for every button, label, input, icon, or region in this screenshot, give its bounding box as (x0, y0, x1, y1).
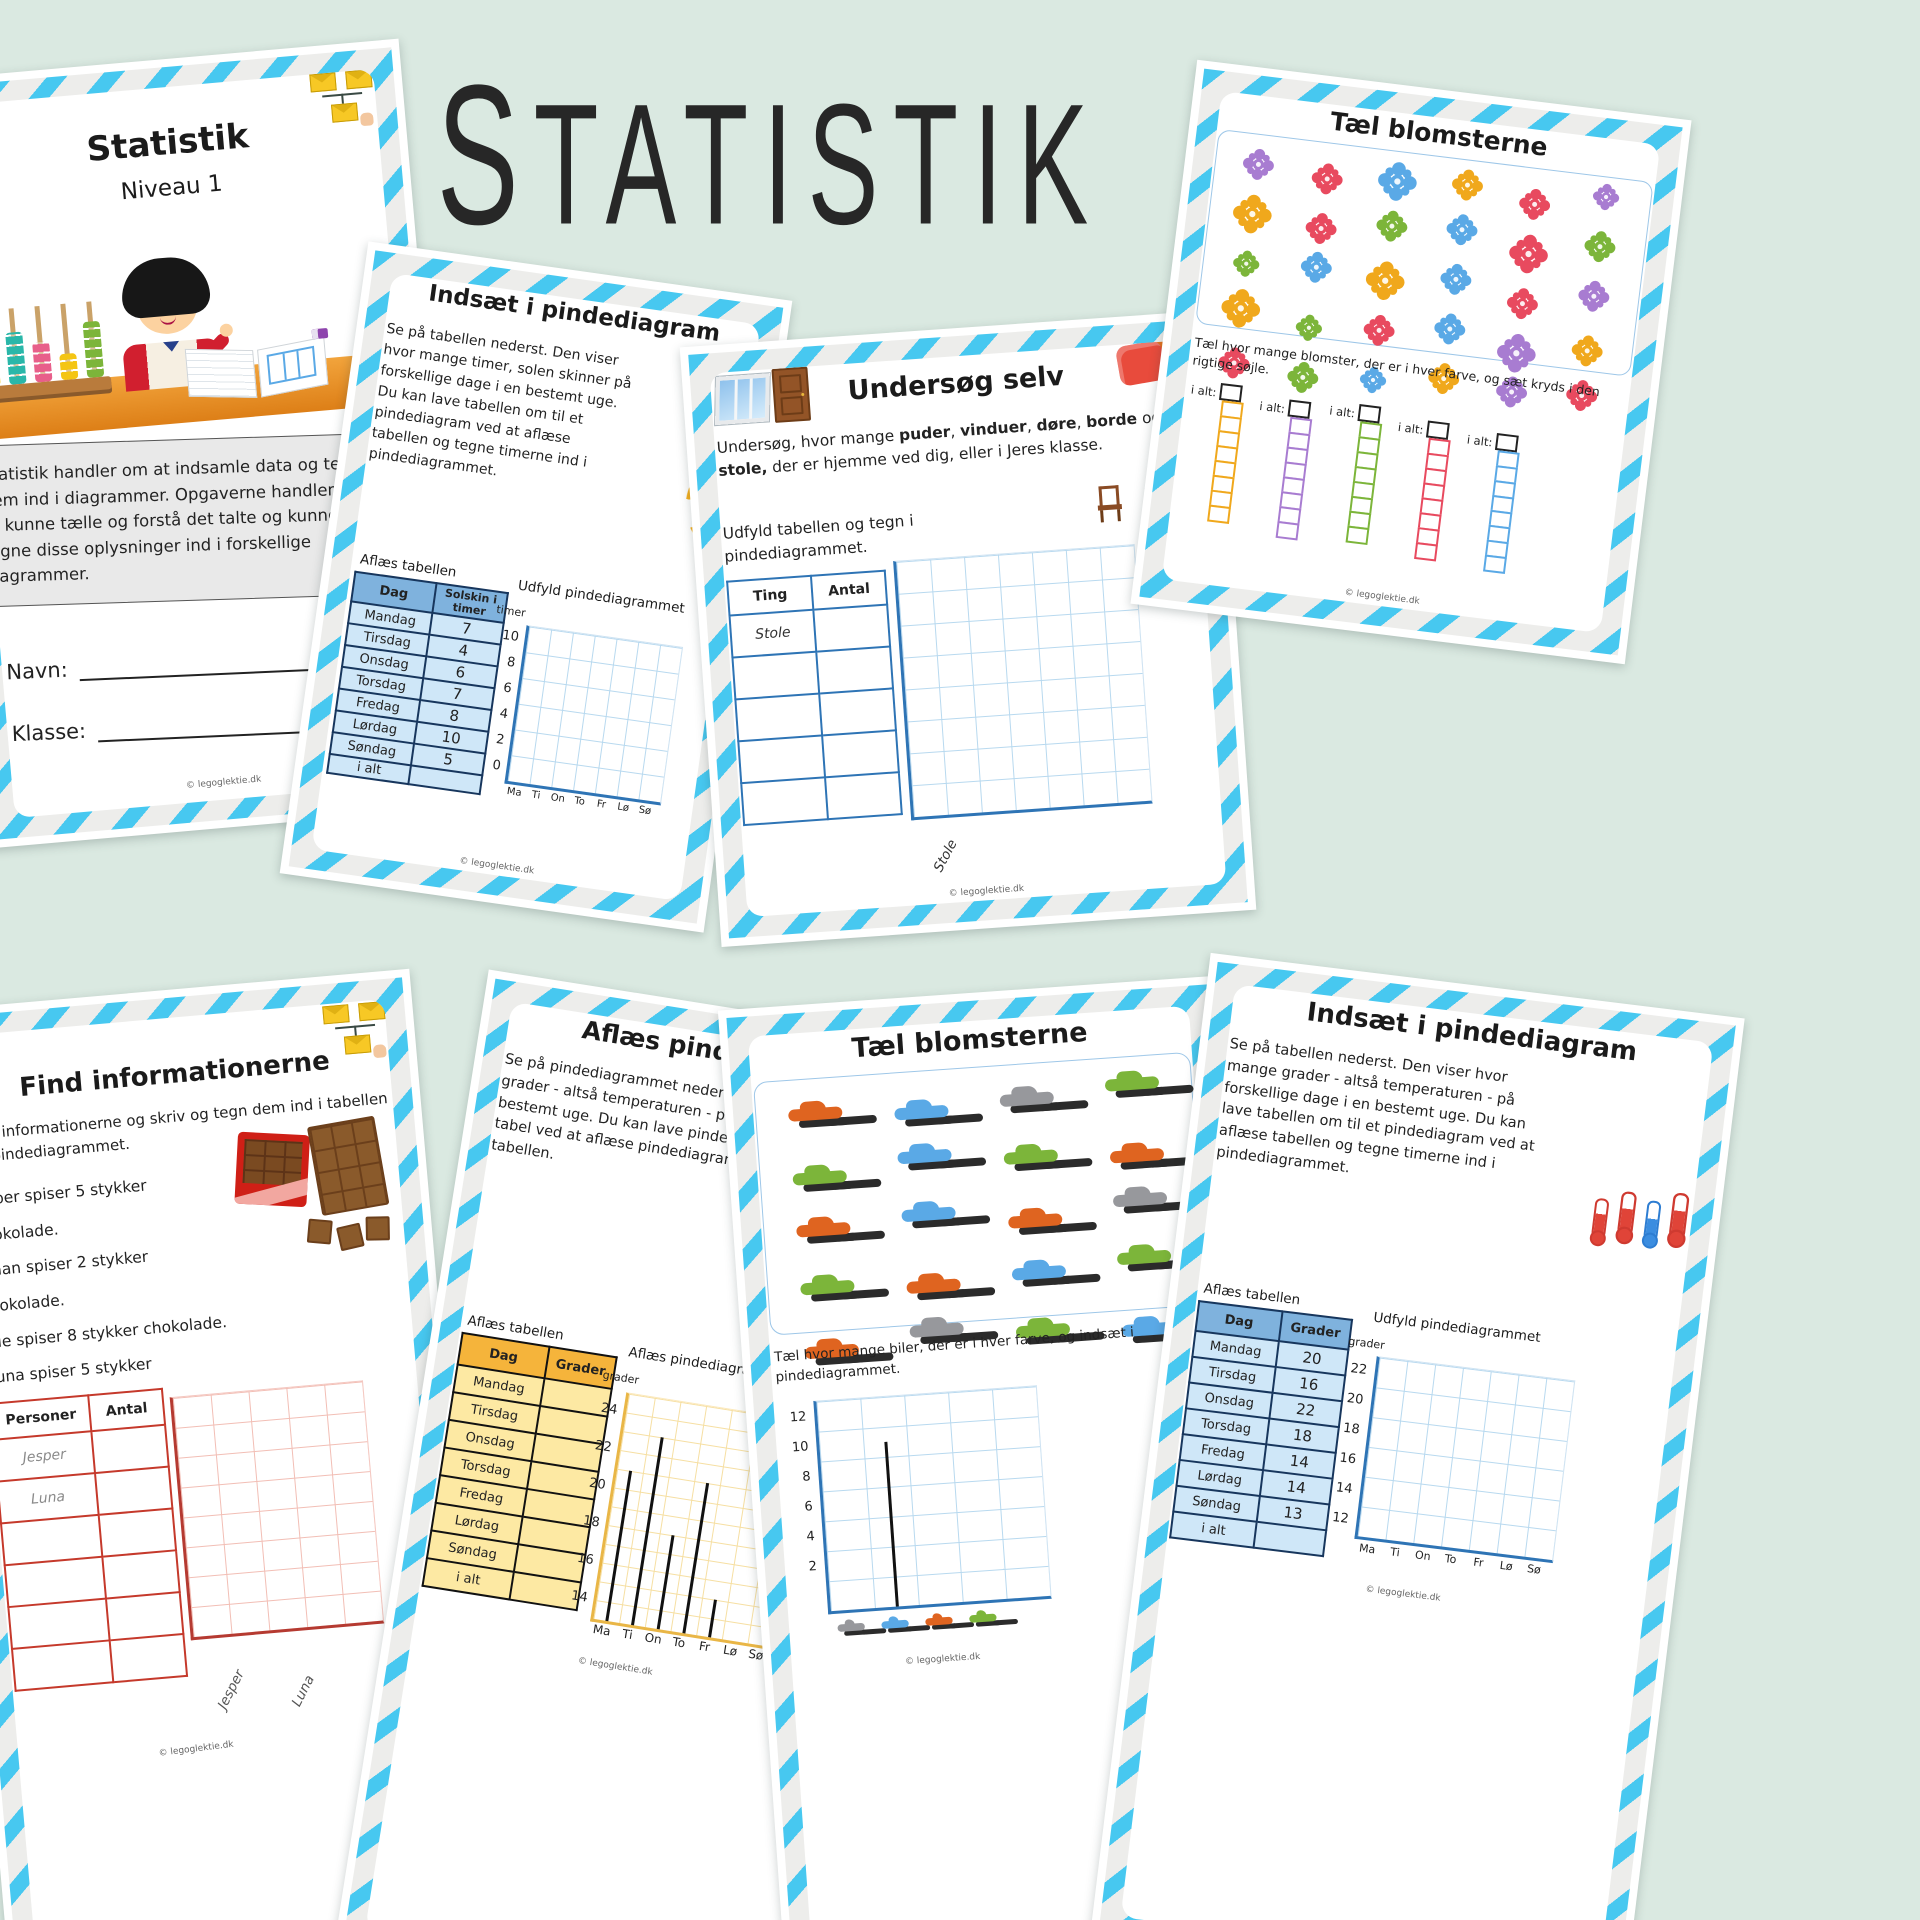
flower-icon (1594, 241, 1606, 253)
bar-chart-grid (813, 1385, 1052, 1615)
flower-icon (1310, 261, 1322, 273)
car-icon (1011, 1258, 1067, 1286)
car-icon (1104, 1069, 1160, 1097)
flower-icon (1241, 259, 1251, 269)
bar-chart-grid (504, 625, 684, 806)
flower-icon (1517, 298, 1529, 310)
bar-chart-grid (1354, 1356, 1576, 1564)
name-label: Navn: (5, 657, 69, 685)
total-label: i alt: (1258, 398, 1286, 416)
tally-ladder (1275, 416, 1313, 541)
flower-icon (1601, 192, 1611, 202)
flower-icon (1233, 301, 1248, 316)
car-icon (906, 1271, 962, 1299)
data-table: Ting Antal Stole (726, 570, 903, 827)
car-field (752, 1051, 1208, 1336)
class-label: Klasse: (11, 718, 87, 747)
thermometer-icon (1616, 1190, 1638, 1237)
tally-ladder (1207, 400, 1244, 525)
car-icon (837, 1618, 865, 1635)
tally-ladder (1483, 450, 1520, 575)
x-axis-handwritten-label: Luna (288, 1672, 318, 1710)
car-icon (901, 1200, 957, 1228)
car-icon (897, 1142, 953, 1170)
flower-icon (1321, 173, 1333, 185)
flower-icon (1253, 158, 1265, 170)
brand-footer: © legoglektie.dk (1364, 1584, 1442, 1604)
car-icon (925, 1612, 953, 1629)
window-icon (715, 373, 770, 426)
chair-icon (1096, 485, 1124, 523)
car-icon (1003, 1142, 1059, 1170)
y-axis-label: grader (1347, 1334, 1386, 1353)
tally-column: i alt: (1451, 431, 1521, 575)
thermometer-icon (1668, 1192, 1690, 1240)
chart-bars (816, 1386, 1050, 1611)
brand-footer: © legoglektie.dk (458, 856, 535, 877)
total-label: i alt: (1466, 431, 1494, 449)
flower-icon (1304, 323, 1314, 333)
tally-column: i alt: (1243, 398, 1314, 549)
abacus-graphic (0, 293, 112, 401)
flower-icon (1521, 246, 1536, 261)
flower-icon (1455, 224, 1467, 236)
car-icon (796, 1215, 852, 1243)
flower-icon (1386, 220, 1398, 232)
page-title: Statistik (436, 45, 1104, 268)
thermometer-icon (1642, 1200, 1662, 1242)
car-icon (999, 1084, 1055, 1112)
tally-ladder (1345, 421, 1383, 546)
flower-icon (1373, 324, 1385, 336)
brand-footer: © legoglektie.dk (948, 883, 1025, 899)
car-icon (894, 1098, 950, 1126)
chart-title: Udfyld pindediagrammet (1372, 1309, 1542, 1346)
worksheet-instructions: Se på tabellen nederst. Den viser hvor m… (1215, 1035, 1536, 1177)
thermometer-icon (1590, 1197, 1610, 1240)
flower-icon (1509, 346, 1524, 361)
flower-icon (1588, 290, 1600, 302)
data-table: Personer Antal Jesper Luna (0, 1388, 188, 1692)
car-icon (800, 1273, 856, 1301)
car-icon (969, 1609, 997, 1626)
car-icon (792, 1163, 848, 1191)
car-icon (1112, 1185, 1168, 1213)
flower-icon (1529, 198, 1541, 210)
car-icon (1116, 1243, 1172, 1271)
total-label: i alt: (1328, 402, 1356, 420)
worksheet-title: Undersøg selv (846, 360, 1066, 407)
tally-ladder (1414, 437, 1451, 562)
brand-footer: © legoglektie.dk (158, 1739, 235, 1759)
y-axis-ticks: 12 10 8 6 4 2 (789, 1408, 818, 1575)
brand-footer: © legoglektie.dk (904, 1651, 981, 1668)
card-count-flowers: Tæl blomsterne Tæl hvor mange blomster, … (1130, 59, 1692, 665)
flower-icon (1245, 206, 1260, 221)
tally-column: i alt: (1382, 419, 1453, 566)
cover-illustration (0, 192, 423, 443)
flower-icon (1581, 345, 1593, 357)
bar-chart-grid (169, 1380, 385, 1641)
chocolate-icon (233, 1115, 415, 1280)
x-axis-handwritten-label: Stole (930, 837, 961, 875)
total-label: i alt: (1397, 419, 1425, 437)
flower-icon (1377, 273, 1392, 288)
flower-icon (1461, 179, 1473, 191)
col-header-count: Antal (810, 570, 888, 610)
car-icon (1109, 1141, 1165, 1169)
tally-column: i alt: (1173, 381, 1245, 539)
car-icon (1007, 1206, 1063, 1234)
flower-icon (1315, 222, 1327, 234)
total-label: i alt: (1190, 381, 1218, 399)
car-icon (881, 1615, 909, 1632)
x-axis-handwritten-label: Jesper (214, 1667, 248, 1712)
bar-chart-grid (893, 544, 1153, 821)
chart-title: Udfyld pindediagrammet (516, 577, 686, 617)
flower-icon (1443, 323, 1455, 335)
tally-column: i alt: (1312, 402, 1384, 556)
worksheet-instructions: Se på tabellen nederst. Den viser hvor m… (367, 320, 633, 480)
flower-icon (1449, 273, 1461, 285)
flower-icon (1390, 174, 1405, 189)
car-icon (787, 1099, 843, 1127)
